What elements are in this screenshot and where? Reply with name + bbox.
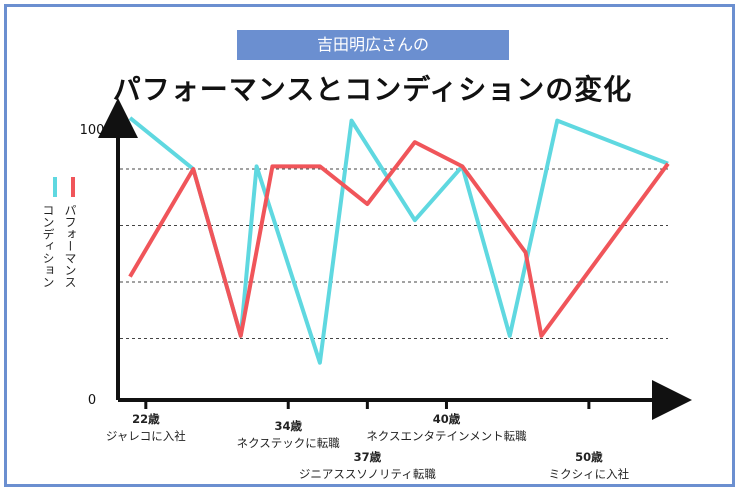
- event-age-label: 37歳: [354, 450, 382, 464]
- event-age-label: 34歳: [274, 419, 302, 433]
- event-age-label: 50歳: [575, 450, 603, 464]
- outer-frame: [4, 4, 735, 487]
- chart-subtitle: 吉田明広さんの: [237, 30, 509, 60]
- event-age-label: 40歳: [433, 412, 461, 426]
- y-tick-0: 0: [88, 393, 96, 408]
- event-description-label: ジニアススソノリティ転職: [299, 467, 436, 481]
- y-tick-100: 100: [80, 123, 105, 138]
- legend: コンディション パフォーマンス: [41, 177, 77, 288]
- series-layer: [128, 116, 670, 365]
- series-performance-line: [128, 140, 670, 338]
- legend-label-performance: パフォーマンス: [63, 204, 77, 288]
- event-description-label: ネクスエンタテインメント転職: [366, 429, 527, 443]
- event-description-label: ジャレコに入社: [106, 429, 186, 443]
- event-age-label: 22歳: [132, 412, 160, 426]
- event-description-label: ネクステックに転職: [237, 436, 341, 450]
- legend-label-condition: コンディション: [41, 204, 55, 288]
- series-condition-line: [128, 116, 669, 365]
- chart-title: パフォーマンスとコンディションの変化: [112, 73, 633, 106]
- event-description-label: ミクシィに入社: [549, 467, 630, 481]
